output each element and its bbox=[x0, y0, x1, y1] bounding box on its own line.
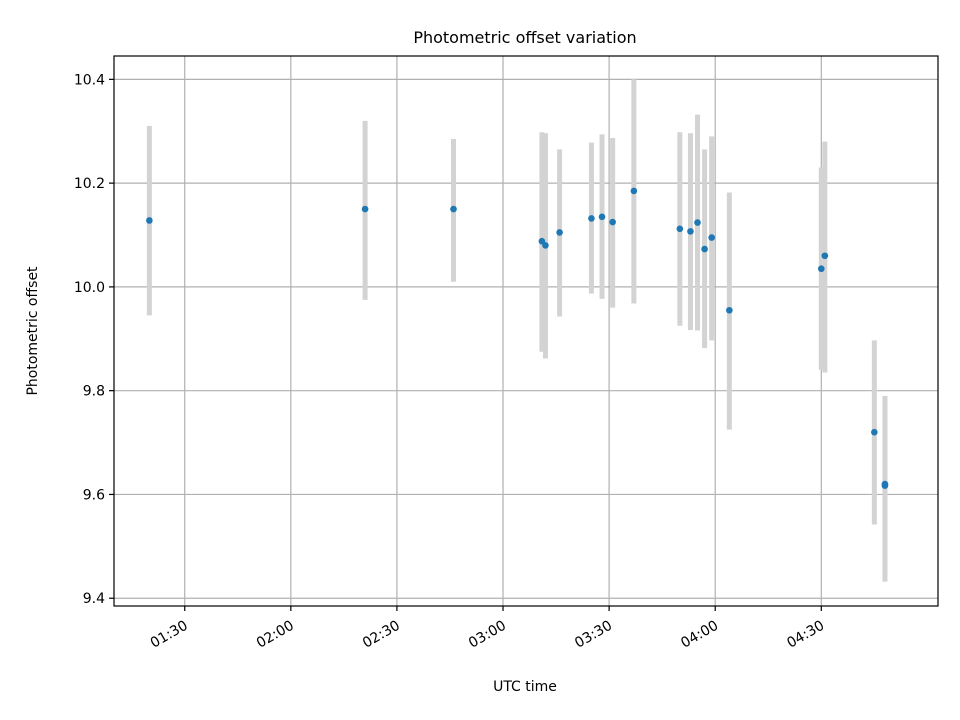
y-tick-label: 10.0 bbox=[74, 280, 105, 296]
data-point bbox=[726, 306, 733, 314]
y-tick-label: 9.8 bbox=[83, 384, 105, 400]
data-point bbox=[598, 213, 606, 221]
grid bbox=[114, 56, 938, 606]
data-point bbox=[146, 217, 153, 224]
data-point bbox=[881, 480, 889, 488]
data-point bbox=[701, 245, 708, 253]
data-point bbox=[687, 228, 694, 235]
data-point bbox=[871, 428, 878, 436]
y-axis-ticks: 9.4 9.6 9.8 10.0 10.2 10.4 bbox=[74, 72, 114, 607]
data-point bbox=[361, 205, 369, 213]
data-point bbox=[630, 187, 638, 195]
data-point bbox=[708, 234, 715, 241]
data-point bbox=[588, 215, 595, 222]
y-tick-label: 9.6 bbox=[83, 487, 105, 503]
data-point bbox=[694, 219, 701, 226]
y-tick-label: 10.2 bbox=[74, 176, 105, 192]
data-point bbox=[556, 229, 563, 236]
data-point bbox=[609, 218, 616, 226]
y-tick-label: 10.4 bbox=[74, 72, 105, 88]
data-point bbox=[542, 242, 549, 249]
chart-title: Photometric offset variation bbox=[413, 28, 636, 47]
data-point bbox=[817, 265, 825, 273]
y-tick-label: 9.4 bbox=[83, 591, 105, 607]
data-point bbox=[676, 225, 684, 233]
data-point bbox=[821, 252, 829, 260]
x-axis-label: UTC time bbox=[493, 679, 557, 695]
y-axis-label: Photometric offset bbox=[25, 266, 41, 396]
data-points bbox=[146, 187, 889, 489]
data-point bbox=[450, 205, 457, 213]
plot-frame bbox=[113, 55, 939, 607]
